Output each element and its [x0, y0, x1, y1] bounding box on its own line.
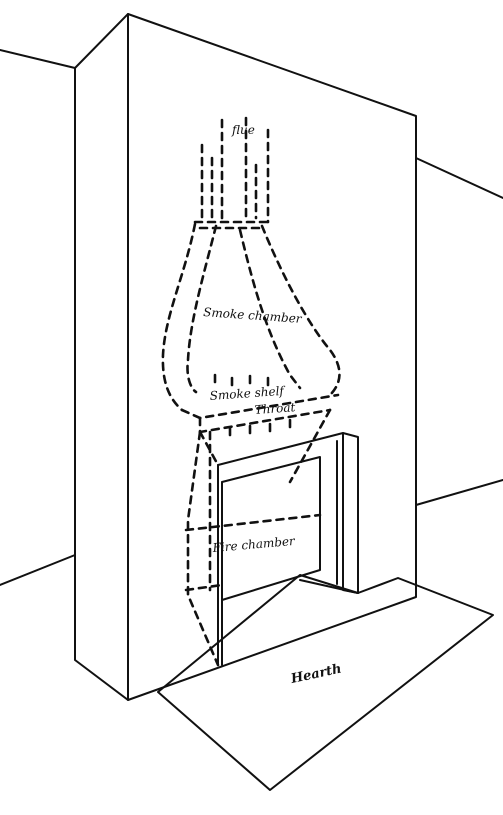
chimney-front-face: [127, 13, 417, 701]
chimney-breast: [74, 13, 417, 701]
right-wall-outline: [415, 157, 503, 506]
flue-hidden-lines: [193, 116, 270, 230]
label-hearth: Hearth: [289, 662, 343, 688]
label-smoke-shelf: Smoke shelf: [209, 384, 287, 403]
chimney-side-face: [74, 13, 129, 701]
label-throat: Throat: [254, 400, 296, 417]
fireplace-opening: [217, 432, 359, 666]
left-wall-outline: [0, 49, 76, 586]
fire-chamber-hidden-lines: [184, 430, 322, 667]
label-flue: flue: [231, 123, 255, 137]
label-fire-chamber: Fire chamber: [211, 534, 296, 555]
opening-outer: [217, 432, 359, 594]
diagram-labels: flue Smoke chamber Smoke shelf Throat Fi…: [203, 123, 343, 687]
opening-back: [217, 456, 359, 666]
label-smoke-chamber: Smoke chamber: [203, 305, 304, 326]
hearth-slab: [157, 574, 494, 791]
smoke-chamber-hidden-lines: [161, 222, 341, 412]
